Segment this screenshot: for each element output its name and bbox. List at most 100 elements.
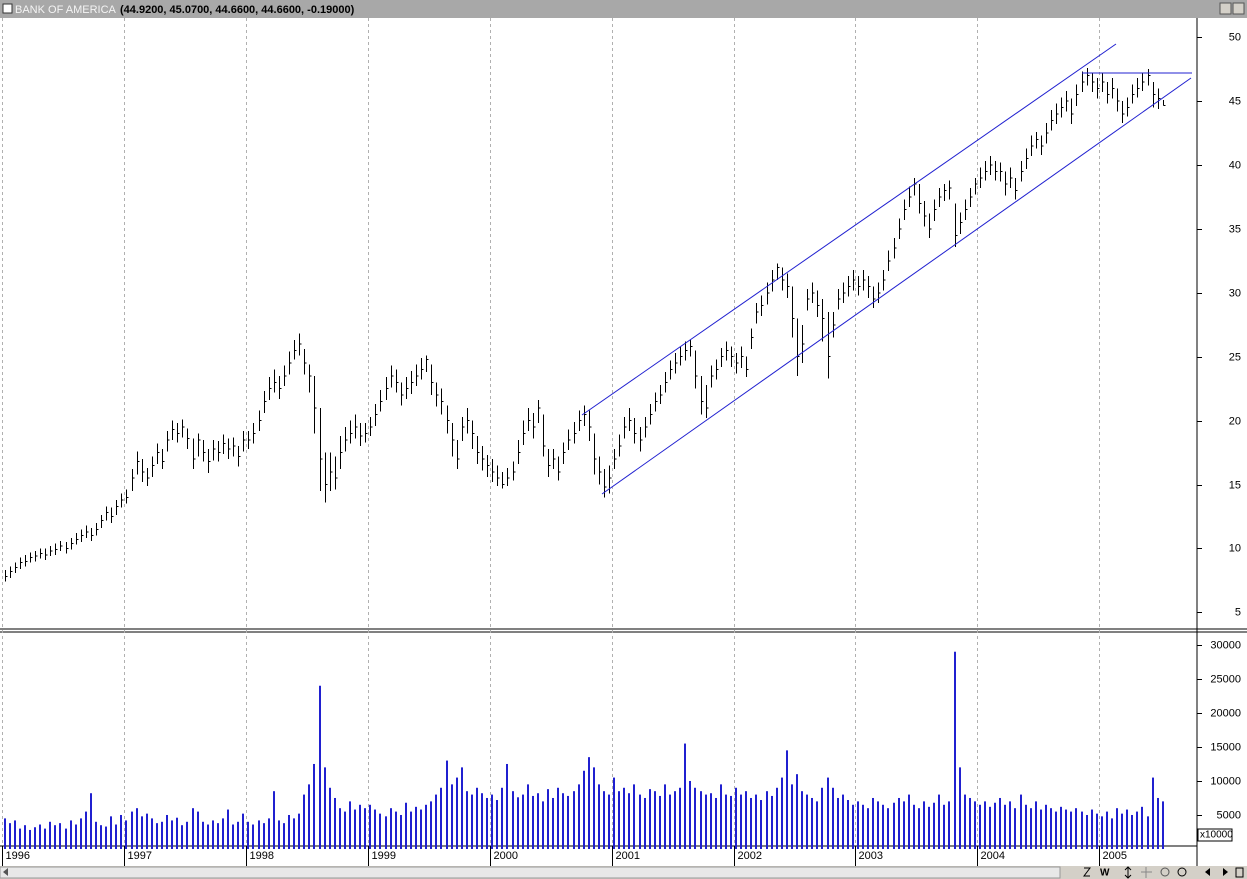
volume-bar [943, 804, 945, 849]
volume-bar [867, 808, 869, 849]
volume-bar [14, 820, 16, 849]
zoom-in-icon[interactable] [1177, 867, 1187, 877]
volume-bar [1045, 804, 1047, 849]
volume-bar [136, 808, 138, 849]
volume-bar [293, 818, 295, 849]
volume-bar [308, 784, 310, 849]
volume-bar [1111, 818, 1113, 849]
volume-bar [141, 816, 143, 849]
volume-bar [816, 801, 818, 849]
volume-bar [750, 797, 752, 849]
crosshair-icon[interactable] [1141, 867, 1152, 878]
period-button[interactable]: W [1100, 868, 1110, 879]
volume-bar [923, 801, 925, 849]
volume-bar [186, 821, 188, 849]
y-tick-label: 10000 [1210, 775, 1241, 787]
title-bar [0, 0, 1247, 18]
window-icon[interactable] [2, 3, 13, 14]
volume-bar [131, 811, 133, 849]
scroll-forward[interactable] [1223, 868, 1228, 876]
volume-bar [898, 797, 900, 849]
volume-bar [344, 811, 346, 849]
scroll-left[interactable] [3, 868, 8, 876]
volume-bar [674, 791, 676, 849]
scrollbar[interactable] [0, 866, 1061, 879]
volume-bar [39, 824, 41, 849]
scale-icon[interactable] [1124, 866, 1132, 879]
volume-bar [1081, 811, 1083, 849]
volume-bar [720, 784, 722, 849]
scroll-back[interactable] [1205, 868, 1210, 876]
volume-bar [766, 791, 768, 849]
list-icon[interactable] [1235, 867, 1244, 878]
volume-bar [125, 820, 127, 849]
volume-bar [80, 818, 82, 849]
volume-bar [278, 820, 280, 849]
volume-bar [410, 811, 412, 849]
volume-bar [1091, 809, 1093, 849]
volume-bar [29, 829, 31, 849]
volume-bar [755, 794, 757, 849]
volume-bar [689, 780, 691, 849]
volume-bar [364, 808, 366, 849]
y-tick-label: 50 [1229, 31, 1241, 43]
volume-bar [928, 806, 930, 849]
y-tick-label: 25000 [1210, 673, 1241, 685]
volume-bar [1147, 816, 1149, 849]
volume-bar [903, 801, 905, 849]
volume-bar [430, 801, 432, 849]
volume-bar [9, 823, 11, 849]
volume-bar [329, 787, 331, 849]
volume-bar [1009, 801, 1011, 849]
volume-bar [974, 801, 976, 849]
x-tick-label: 2003 [859, 850, 883, 862]
volume-bar [95, 821, 97, 849]
volume-bar [24, 825, 26, 849]
trend-line-upper [581, 43, 1117, 416]
y-tick-label: 15000 [1210, 741, 1241, 753]
volume-bar [425, 804, 427, 849]
volume-bar [522, 794, 524, 849]
volume-bar [644, 797, 646, 849]
volume-bar [933, 802, 935, 849]
volume-bar [70, 820, 72, 849]
volume-bar [872, 797, 874, 849]
volume-bar [527, 784, 529, 849]
volume-bar [54, 825, 56, 849]
volume-bar [852, 804, 854, 849]
volume-bar [202, 821, 204, 849]
volume-bar [471, 794, 473, 849]
volume-bar [217, 823, 219, 849]
volume-bar [887, 808, 889, 849]
volume-bar [862, 804, 864, 849]
volume-bar [349, 801, 351, 849]
window-title: BANK OF AMERICA [15, 4, 117, 16]
volume-bar [1126, 809, 1128, 849]
volume-bar [506, 763, 508, 849]
zoom-out-icon[interactable] [1160, 867, 1170, 877]
volume-bar [1086, 814, 1088, 849]
volume-bar [705, 794, 707, 849]
volume-bar [1162, 801, 1164, 849]
volume-bar [1014, 808, 1016, 849]
maximize-button[interactable] [1232, 2, 1245, 15]
volume-bar [1157, 797, 1159, 849]
volume-bar [1035, 801, 1037, 849]
volume-bar [313, 763, 315, 849]
y-tick-label: 40 [1229, 159, 1241, 171]
volume-bar [1096, 813, 1098, 849]
minimize-button[interactable] [1219, 2, 1232, 15]
volume-bar [801, 791, 803, 849]
volume-bar [512, 791, 514, 849]
volume-bar [760, 800, 762, 849]
volume-bar [786, 750, 788, 849]
volume-bar [1121, 813, 1123, 849]
volume-bar [613, 777, 615, 849]
volume-bar [481, 793, 483, 849]
volume-bar [725, 794, 727, 849]
zoom-icon[interactable] [1083, 867, 1091, 877]
volume-bar [369, 804, 371, 849]
x-tick-label: 1998 [250, 850, 274, 862]
volume-bar [19, 828, 21, 849]
volume-bar [979, 804, 981, 849]
